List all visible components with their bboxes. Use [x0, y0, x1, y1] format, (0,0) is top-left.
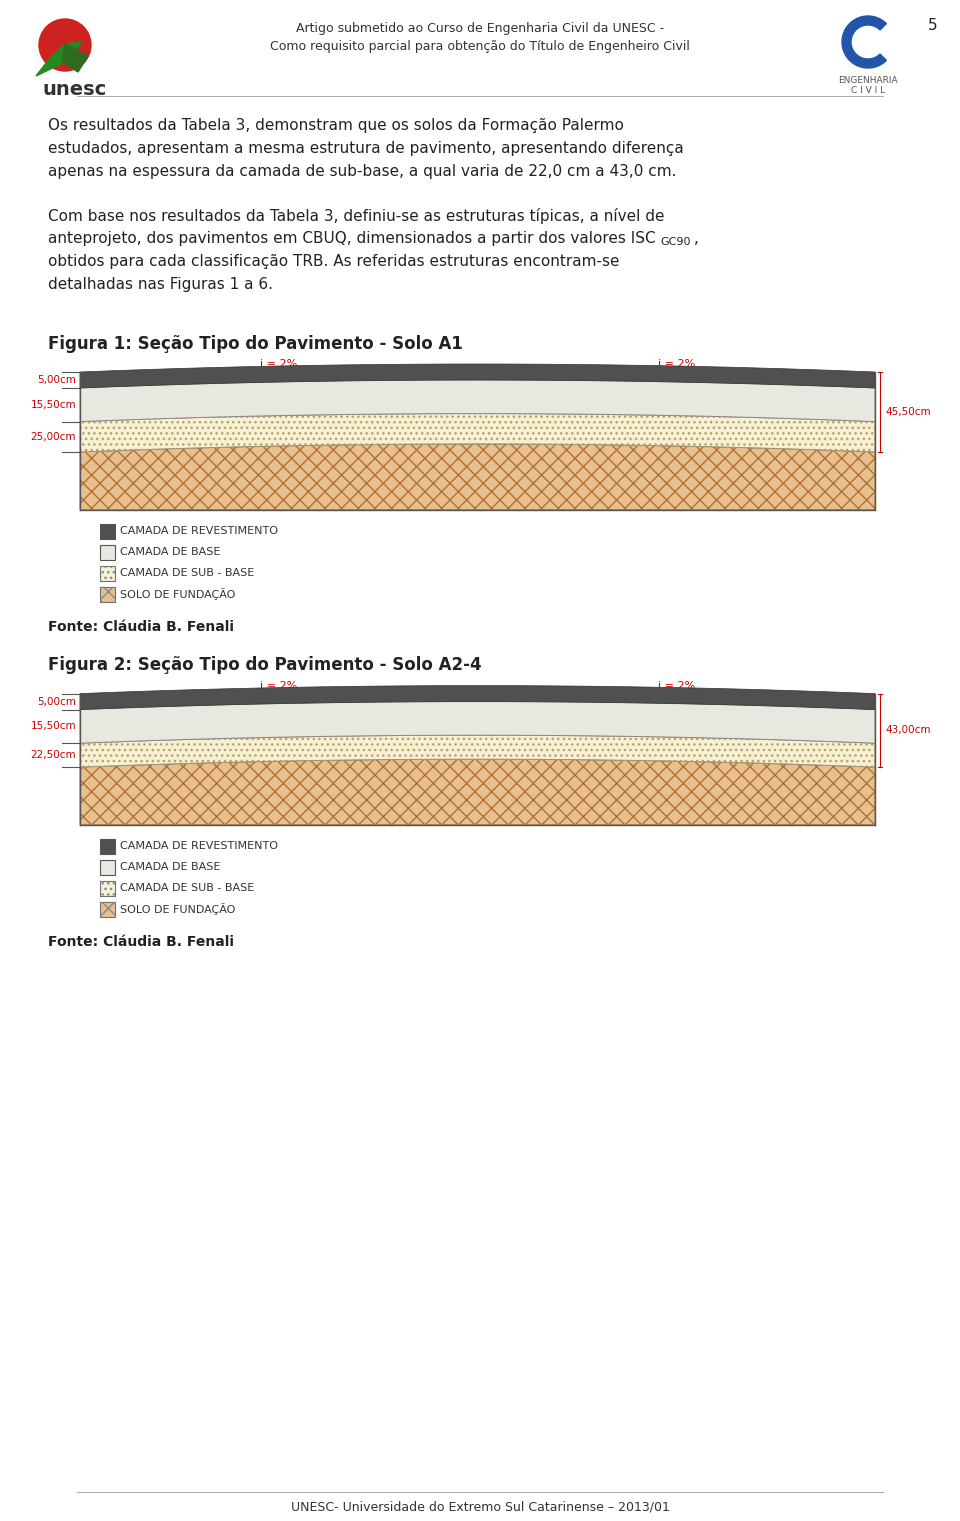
- Text: 15,50cm: 15,50cm: [31, 400, 76, 409]
- Polygon shape: [80, 701, 875, 744]
- Text: UNESC- Universidade do Extremo Sul Catarinense – 2013/01: UNESC- Universidade do Extremo Sul Catar…: [291, 1500, 669, 1513]
- Text: anteprojeto, dos pavimentos em CBUQ, dimensionados a partir dos valores ISC: anteprojeto, dos pavimentos em CBUQ, dim…: [48, 231, 656, 246]
- Text: Fonte: Cláudia B. Fenali: Fonte: Cláudia B. Fenali: [48, 619, 234, 634]
- Polygon shape: [80, 686, 875, 710]
- Text: i = 2%: i = 2%: [658, 680, 695, 691]
- Text: Como requisito parcial para obtenção do Título de Engenheiro Civil: Como requisito parcial para obtenção do …: [270, 40, 690, 53]
- Polygon shape: [80, 380, 875, 421]
- Polygon shape: [842, 17, 886, 68]
- Polygon shape: [80, 364, 875, 388]
- Text: i = 2%: i = 2%: [658, 359, 695, 370]
- Bar: [100, 566, 115, 581]
- Bar: [100, 902, 115, 917]
- Text: CAMADA DE REVESTIMENTO: CAMADA DE REVESTIMENTO: [120, 841, 278, 852]
- Text: CAMADA DE BASE: CAMADA DE BASE: [120, 862, 221, 873]
- Text: 5,00cm: 5,00cm: [37, 376, 76, 385]
- Circle shape: [39, 18, 91, 71]
- Bar: [100, 587, 115, 602]
- Text: apenas na espessura da camada de sub-base, a qual varia de 22,0 cm a 43,0 cm.: apenas na espessura da camada de sub-bas…: [48, 164, 677, 179]
- Text: 5: 5: [928, 18, 938, 33]
- Text: 15,50cm: 15,50cm: [31, 721, 76, 732]
- Bar: [100, 902, 115, 917]
- Text: Fonte: Cláudia B. Fenali: Fonte: Cláudia B. Fenali: [48, 935, 234, 949]
- Text: detalhadas nas Figuras 1 a 6.: detalhadas nas Figuras 1 a 6.: [48, 277, 273, 292]
- Text: obtidos para cada classificação TRB. As referidas estruturas encontram-se: obtidos para cada classificação TRB. As …: [48, 254, 619, 269]
- Text: Figura 1: Seção Tipo do Pavimento - Solo A1: Figura 1: Seção Tipo do Pavimento - Solo…: [48, 335, 463, 353]
- Text: 5,00cm: 5,00cm: [37, 697, 76, 707]
- Text: GC90: GC90: [660, 237, 690, 246]
- Text: 43,00cm: 43,00cm: [885, 726, 930, 735]
- Text: Artigo submetido ao Curso de Engenharia Civil da UNESC -: Artigo submetido ao Curso de Engenharia …: [296, 21, 664, 35]
- Text: CAMADA DE REVESTIMENTO: CAMADA DE REVESTIMENTO: [120, 526, 278, 535]
- Text: 25,00cm: 25,00cm: [31, 432, 76, 441]
- Polygon shape: [80, 735, 875, 767]
- Text: i = 2%: i = 2%: [260, 359, 298, 370]
- Text: 22,50cm: 22,50cm: [31, 750, 76, 760]
- Text: CAMADA DE SUB - BASE: CAMADA DE SUB - BASE: [120, 884, 254, 893]
- Text: Com base nos resultados da Tabela 3, definiu-se as estruturas típicas, a nível d: Com base nos resultados da Tabela 3, def…: [48, 208, 664, 224]
- Polygon shape: [80, 444, 875, 510]
- Text: 45,50cm: 45,50cm: [885, 408, 930, 417]
- Bar: [100, 881, 115, 896]
- Bar: [100, 545, 115, 560]
- Text: CAMADA DE BASE: CAMADA DE BASE: [120, 548, 221, 557]
- Polygon shape: [62, 44, 88, 71]
- Text: SOLO DE FUNDAÇÃO: SOLO DE FUNDAÇÃO: [120, 589, 235, 601]
- Bar: [100, 859, 115, 875]
- Polygon shape: [36, 43, 82, 76]
- Text: Figura 2: Seção Tipo do Pavimento - Solo A2-4: Figura 2: Seção Tipo do Pavimento - Solo…: [48, 656, 482, 674]
- Polygon shape: [80, 414, 875, 452]
- Text: estudados, apresentam a mesma estrutura de pavimento, apresentando diferença: estudados, apresentam a mesma estrutura …: [48, 141, 684, 157]
- Bar: [100, 881, 115, 896]
- Text: ,: ,: [694, 231, 699, 246]
- Bar: [100, 587, 115, 602]
- Text: CAMADA DE SUB - BASE: CAMADA DE SUB - BASE: [120, 569, 254, 578]
- Bar: [100, 523, 115, 538]
- Text: ENGENHARIA: ENGENHARIA: [838, 76, 898, 85]
- Text: SOLO DE FUNDAÇÃO: SOLO DE FUNDAÇÃO: [120, 903, 235, 916]
- Text: Os resultados da Tabela 3, demonstram que os solos da Formação Palermo: Os resultados da Tabela 3, demonstram qu…: [48, 119, 624, 132]
- Bar: [100, 838, 115, 853]
- Text: C I V I L: C I V I L: [851, 87, 885, 94]
- Text: i = 2%: i = 2%: [260, 680, 298, 691]
- Polygon shape: [80, 759, 875, 824]
- Text: unesc: unesc: [42, 81, 107, 99]
- Bar: [100, 566, 115, 581]
